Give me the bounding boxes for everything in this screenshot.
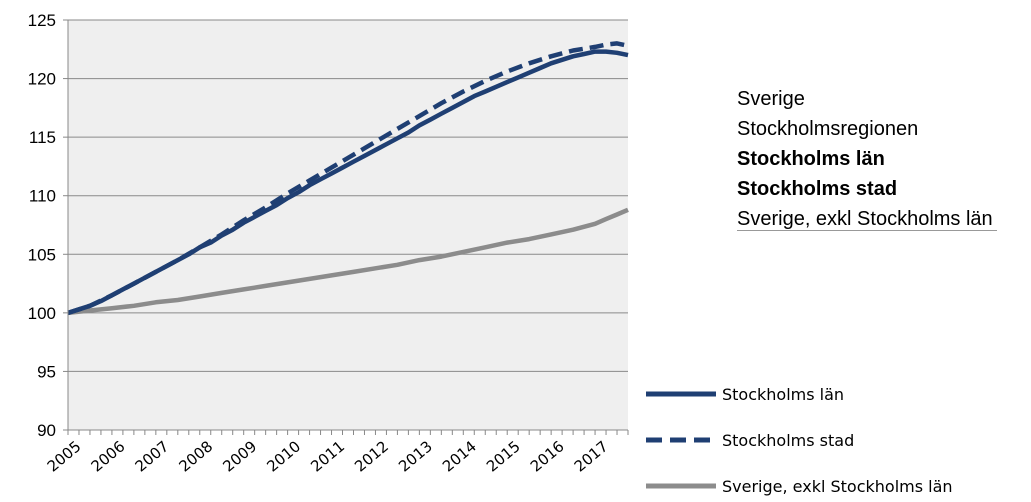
legend-label: Stockholms stad [722, 430, 855, 450]
y-tick-label: 90 [37, 421, 56, 440]
x-tick-label: 2008 [176, 437, 217, 475]
x-tick-label: 2006 [88, 437, 129, 475]
legend-item-stockholms-stad: Stockholms stad [646, 428, 854, 452]
series-name-sverige: Sverige [737, 88, 805, 110]
series-name-stockholms-lan: Stockholms län [737, 148, 885, 170]
y-tick-label: 110 [29, 187, 56, 206]
y-tick-label: 125 [28, 11, 56, 30]
series-name-stockholms-stad: Stockholms stad [737, 178, 898, 200]
legend-swatch-solid-blue [646, 391, 716, 397]
y-tick-label: 100 [28, 304, 56, 323]
x-tick-label: 2005 [44, 437, 85, 475]
legend-item-stockholms-lan: Stockholms län [646, 382, 844, 406]
x-tick-label: 2007 [132, 437, 173, 475]
x-tick-label: 2009 [219, 437, 260, 475]
y-tick-label: 95 [37, 362, 56, 381]
x-tick-label: 2014 [439, 437, 480, 475]
series-line-2 [67, 207, 629, 316]
legend-swatch-solid-gray [646, 483, 716, 489]
legend-item-sverige-exkl: Sverige, exkl Stockholms län [646, 474, 953, 498]
series-name-stockholmsregionen: Stockholmsregionen [737, 118, 919, 140]
legend-label: Stockholms län [722, 384, 845, 404]
y-tick-label: 115 [29, 128, 56, 147]
legend-label: Sverige, exkl Stockholms län [722, 476, 953, 496]
x-tick-label: 2017 [571, 437, 612, 475]
x-tick-label: 2013 [395, 437, 436, 475]
x-tick-label: 2016 [527, 437, 568, 475]
x-tick-label: 2011 [307, 437, 348, 475]
series-name-list: Sverige Stockholmsregionen Stockholms lä… [737, 84, 1031, 284]
x-tick-label: 2015 [483, 437, 524, 475]
y-tick-label: 105 [28, 245, 56, 264]
legend-swatch-dashed-blue [646, 437, 716, 443]
series-name-sverige-exkl: Sverige, exkl Stockholms län [737, 204, 997, 234]
x-tick-label: 2012 [351, 437, 392, 475]
x-tick-label: 2010 [263, 437, 304, 475]
plot-area [68, 20, 628, 430]
series-line-0 [67, 49, 629, 316]
y-tick-label: 120 [28, 70, 56, 89]
series-line-1 [67, 41, 629, 316]
